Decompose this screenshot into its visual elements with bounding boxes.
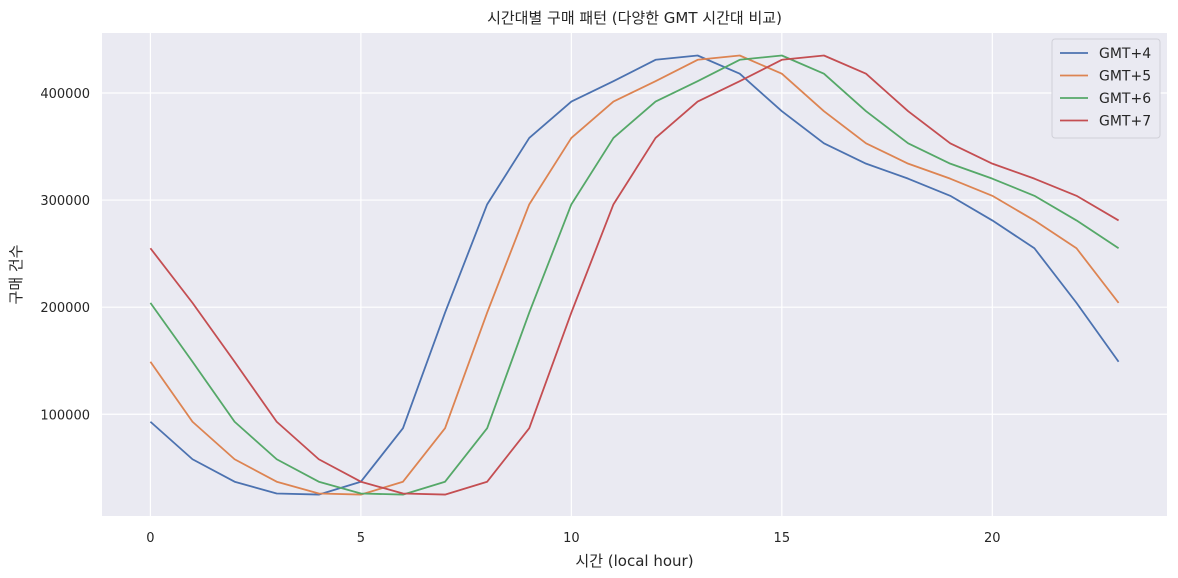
y-tick-label: 200000 bbox=[40, 301, 90, 316]
legend: GMT+4 GMT+5 GMT+6 GMT+7 bbox=[1051, 38, 1161, 139]
series-line-gmt-6 bbox=[149, 54, 1120, 496]
grid bbox=[102, 33, 1167, 516]
x-tick-label: 5 bbox=[357, 531, 365, 546]
plot-area bbox=[102, 33, 1167, 516]
y-tick-label: 400000 bbox=[40, 87, 90, 102]
series-line-gmt-5 bbox=[149, 54, 1120, 496]
x-axis-label: 시간 (local hour) bbox=[575, 552, 693, 570]
legend-label: GMT+5 bbox=[1099, 69, 1151, 85]
x-tick-label: 20 bbox=[984, 531, 1001, 546]
legend-label: GMT+7 bbox=[1099, 114, 1151, 130]
y-axis-label: 구매 건수 bbox=[7, 245, 25, 305]
legend-label: GMT+4 bbox=[1099, 46, 1151, 62]
x-tick-label: 15 bbox=[774, 531, 791, 546]
x-tick-labels: 0 5 10 15 20 bbox=[146, 531, 1000, 546]
x-tick-label: 10 bbox=[563, 531, 580, 546]
y-tick-labels: 100000 200000 300000 400000 bbox=[40, 87, 90, 423]
legend-box bbox=[1051, 38, 1161, 139]
series-line-gmt-7 bbox=[149, 54, 1120, 496]
y-tick-label: 300000 bbox=[40, 194, 90, 209]
x-tick-label: 0 bbox=[146, 531, 154, 546]
y-tick-label: 100000 bbox=[40, 408, 90, 423]
legend-label: GMT+6 bbox=[1099, 91, 1151, 107]
series-line-gmt-4 bbox=[149, 54, 1120, 496]
chart-title: 시간대별 구매 패턴 (다양한 GMT 시간대 비교) bbox=[487, 9, 782, 27]
series-lines bbox=[149, 54, 1120, 496]
